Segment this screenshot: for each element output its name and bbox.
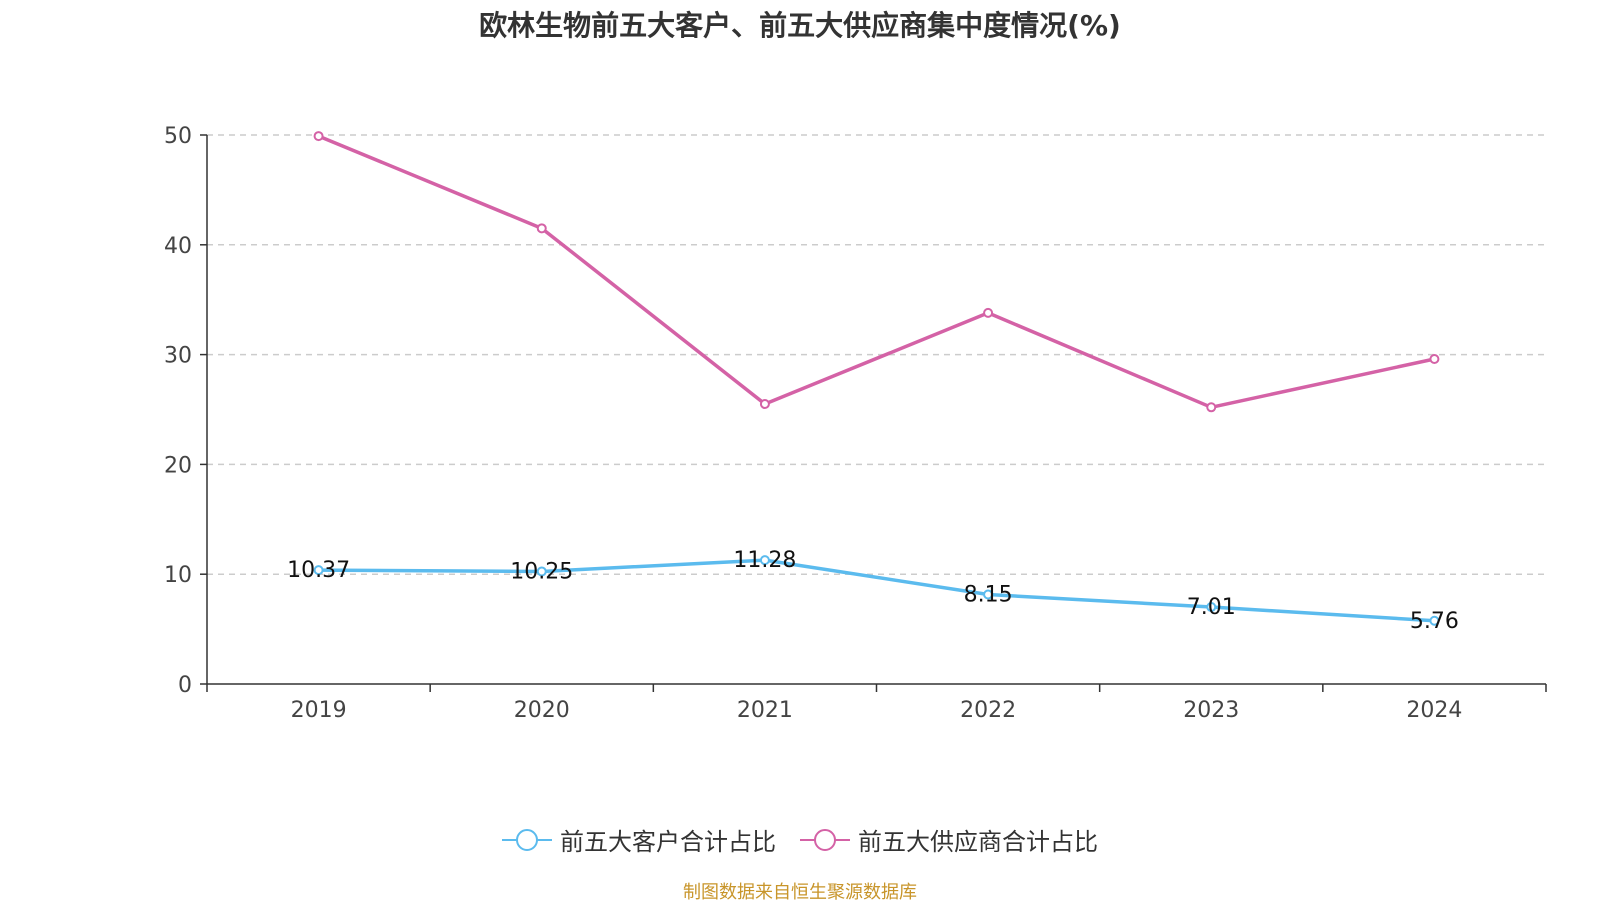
series-0-point-2023[interactable] bbox=[1206, 602, 1217, 613]
grid-lines bbox=[207, 134, 1546, 575]
data-labels: 10.37 10.25 11.28 8.15 7.01 5.76 bbox=[287, 548, 1459, 634]
series-1-point-2019[interactable] bbox=[313, 131, 324, 142]
series-0-point-2019[interactable] bbox=[313, 565, 324, 576]
source-note: 制图数据来自恒生聚源数据库 bbox=[683, 882, 917, 903]
legend: 前五大客户合计占比 前五大供应商合计占比 bbox=[0, 822, 1600, 857]
series-0-label-2020: 10.25 bbox=[510, 559, 573, 584]
series-0-label-2022: 8.15 bbox=[964, 583, 1013, 608]
legend-suppliers-swatch-icon bbox=[800, 828, 850, 851]
series-1-point-2022[interactable] bbox=[983, 307, 994, 318]
y-tick-label-0: 0 bbox=[178, 673, 192, 698]
series-0-label-2024: 5.76 bbox=[1410, 609, 1459, 634]
series-line-1 bbox=[317, 134, 1435, 410]
legend-customers-swatch-icon bbox=[502, 828, 552, 851]
legend-item-suppliers[interactable]: 前五大供应商合计占比 bbox=[800, 822, 1098, 857]
series-lines bbox=[313, 131, 1440, 626]
series-0-label-2023: 7.01 bbox=[1187, 595, 1236, 620]
x-tick-label-2021: 2021 bbox=[737, 698, 793, 723]
series-0-point-2021[interactable] bbox=[759, 555, 770, 566]
y-tick-label-20: 20 bbox=[164, 453, 192, 478]
series-1-point-2023[interactable] bbox=[1206, 402, 1217, 413]
x-tick-label-2019: 2019 bbox=[291, 698, 347, 723]
y-tick-label-50: 50 bbox=[164, 124, 192, 149]
y-tick-label-10: 10 bbox=[164, 563, 192, 588]
x-tick-label-2023: 2023 bbox=[1183, 698, 1239, 723]
series-0-point-2024[interactable] bbox=[1429, 615, 1440, 626]
y-tick-label-40: 40 bbox=[164, 234, 192, 259]
series-0-point-2020[interactable] bbox=[536, 566, 547, 577]
series-0-label-2019: 10.37 bbox=[287, 558, 350, 583]
series-1-point-2021[interactable] bbox=[759, 399, 770, 410]
x-tick-label-2022: 2022 bbox=[960, 698, 1016, 723]
y-tick-label-30: 30 bbox=[164, 344, 192, 369]
legend-customers-label: 前五大客户合计占比 bbox=[560, 828, 776, 856]
axes: 0 10 20 30 40 50 2019 2020 2021 2022 2023 2024 bbox=[164, 124, 1547, 723]
legend-item-customers[interactable]: 前五大客户合计占比 bbox=[502, 822, 776, 857]
x-tick-label-2020: 2020 bbox=[514, 698, 570, 723]
x-tick-label-2024: 2024 bbox=[1406, 698, 1462, 723]
series-1-point-2024[interactable] bbox=[1429, 353, 1440, 364]
legend-suppliers-label: 前五大供应商合计占比 bbox=[858, 828, 1098, 856]
series-line-0 bbox=[318, 558, 1435, 623]
series-1-point-2020[interactable] bbox=[536, 223, 547, 234]
series-0-label-2021: 11.28 bbox=[733, 548, 796, 573]
series-0-point-2022[interactable] bbox=[983, 589, 994, 600]
chart-title: 欧林生物前五大客户、前五大供应商集中度情况(%) bbox=[479, 9, 1121, 42]
